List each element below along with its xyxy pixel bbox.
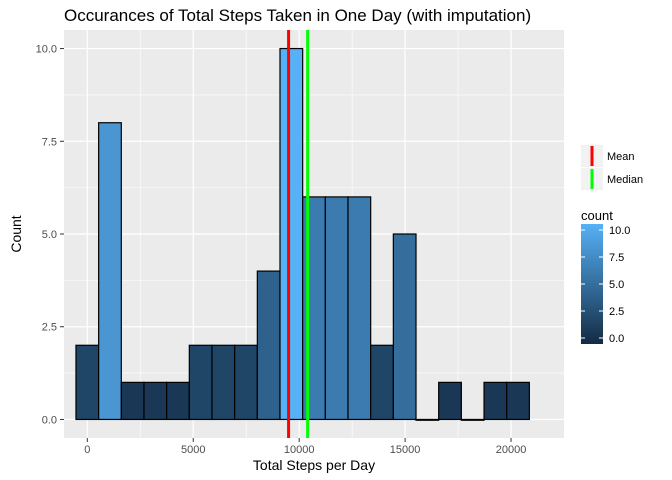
histogram-bar — [302, 196, 326, 421]
x-tick-label: 10000 — [284, 444, 315, 456]
reference-lines — [287, 30, 310, 438]
histogram-bar — [392, 233, 417, 421]
x-tick-label: 0 — [84, 444, 90, 456]
histogram-bar — [415, 418, 440, 421]
histogram-bar — [211, 344, 236, 421]
histogram-bar — [143, 381, 168, 421]
legend-label-median: Median — [607, 174, 643, 186]
histogram-bar — [166, 381, 190, 421]
y-tick-label: 7.5 — [42, 136, 57, 148]
fill-legend: count 0.0 2.5 5.0 7.5 10.0 — [581, 208, 630, 345]
histogram-bar — [460, 418, 485, 421]
colorbar-tick-label: 10.0 — [609, 225, 630, 237]
histogram-bar — [234, 344, 258, 421]
colorbar-tick-label: 5.0 — [609, 279, 624, 291]
y-axis-ticks: 0.0 2.5 5.0 7.5 10.0 — [36, 44, 64, 426]
legend-label-mean: Mean — [607, 151, 635, 163]
x-axis-title: Total Steps per Day — [253, 457, 375, 473]
histogram-bar — [75, 344, 100, 421]
x-tick-label: 20000 — [496, 444, 527, 456]
x-axis-ticks: 0 5000 10000 15000 20000 — [84, 438, 526, 456]
x-tick-label: 15000 — [390, 444, 421, 456]
colorbar-ticks: 0.0 2.5 5.0 7.5 10.0 — [581, 225, 630, 345]
colorbar-tick-label: 2.5 — [609, 306, 624, 318]
fill-legend-title: count — [581, 208, 613, 223]
y-tick-label: 10.0 — [36, 44, 57, 56]
histogram-bar — [506, 381, 530, 421]
histogram-bar — [120, 381, 145, 421]
y-tick-label: 2.5 — [42, 322, 57, 334]
colorbar-tick-label: 0.0 — [609, 333, 624, 345]
histogram-bar — [98, 122, 122, 421]
x-tick-label: 5000 — [181, 444, 205, 456]
chart-title: Occurances of Total Steps Taken in One D… — [64, 6, 531, 25]
y-tick-label: 0.0 — [42, 414, 57, 426]
histogram-bar — [483, 381, 508, 421]
y-axis-title: Count — [8, 215, 24, 252]
histogram-bar — [188, 344, 213, 421]
histogram-bar — [256, 270, 281, 421]
line-legend: Mean Median — [581, 145, 643, 190]
y-tick-label: 5.0 — [42, 229, 57, 241]
colorbar — [581, 224, 603, 344]
histogram-bar — [347, 196, 372, 421]
colorbar-tick-label: 7.5 — [609, 252, 624, 264]
histogram-bar — [370, 344, 394, 421]
histogram-bar — [438, 381, 462, 421]
histogram-bar — [324, 196, 349, 421]
histogram-bar — [279, 47, 304, 421]
